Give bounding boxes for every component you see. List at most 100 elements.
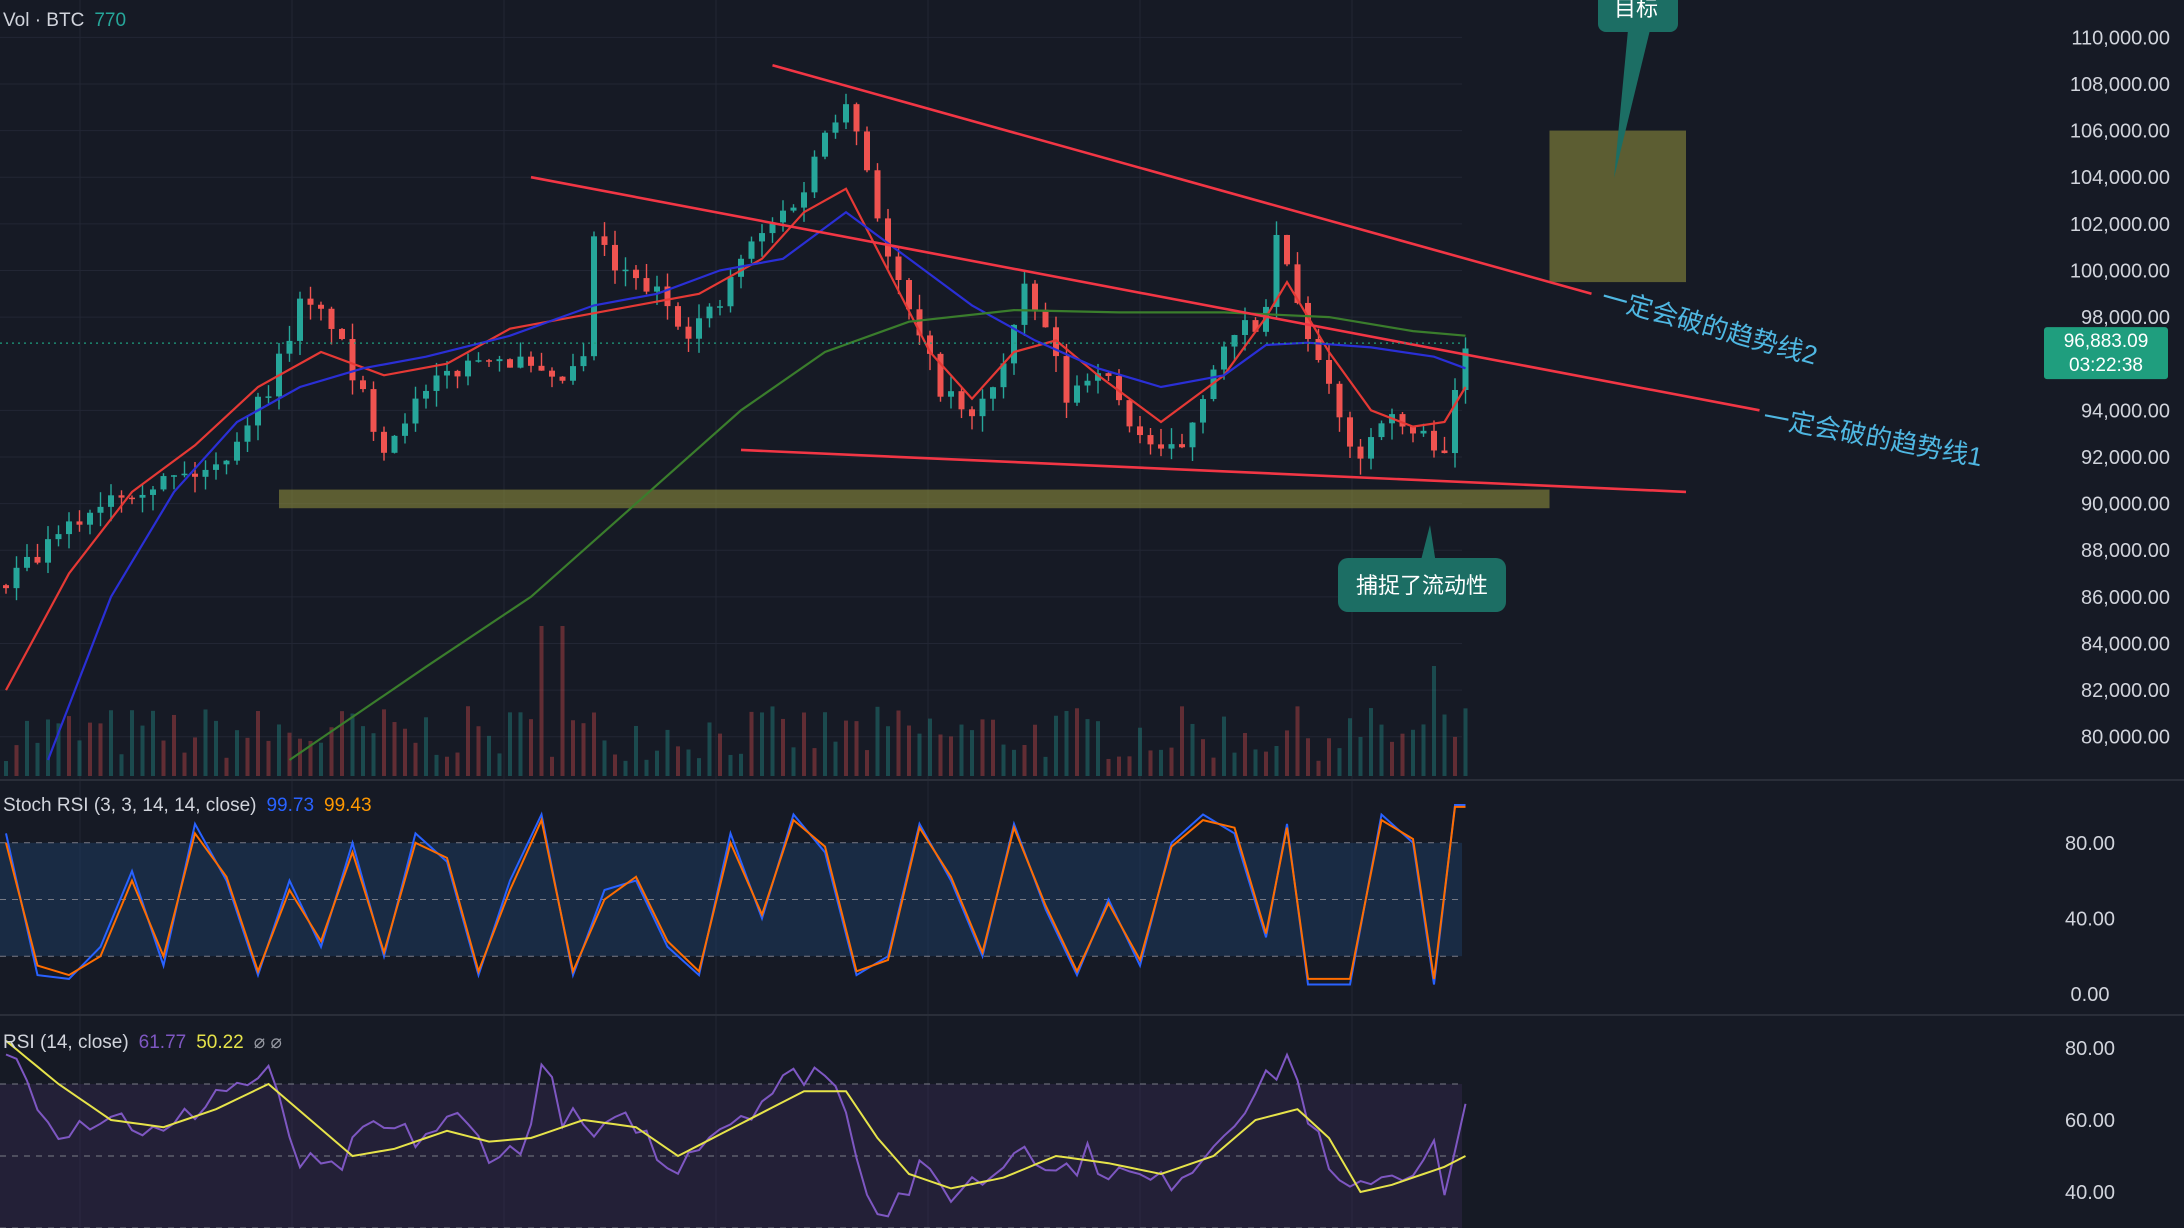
volume-bar — [329, 727, 334, 776]
volume-bar — [1243, 733, 1247, 776]
candle — [759, 224, 765, 257]
volume-bar — [959, 724, 964, 776]
volume-bar — [1075, 708, 1079, 776]
volume-bar — [1348, 718, 1352, 776]
candle-body — [265, 396, 272, 398]
volume-bar — [161, 740, 166, 776]
candle — [832, 114, 839, 139]
volume-bar — [980, 719, 985, 776]
candle — [360, 375, 366, 393]
candle — [1284, 234, 1290, 267]
candle — [790, 204, 797, 213]
volume-bar — [1085, 719, 1090, 776]
candle — [1074, 375, 1080, 406]
candle — [874, 163, 881, 222]
candle-body — [622, 269, 629, 272]
volume-bar — [1453, 736, 1457, 776]
candle-body — [45, 539, 51, 563]
candle-body — [853, 104, 860, 132]
candle-body — [759, 233, 765, 242]
candle-body — [1326, 359, 1332, 384]
candle-body — [1420, 430, 1427, 434]
liquidity-callout-pointer — [1420, 525, 1436, 564]
candle — [780, 200, 786, 232]
volume-bar — [1138, 727, 1142, 776]
candle-body — [507, 359, 513, 368]
candle-body — [370, 389, 377, 432]
candle-body — [916, 309, 923, 336]
price-axis-tick: 100,000.00 — [2070, 260, 2170, 282]
candle-body — [664, 286, 671, 307]
volume-bar — [277, 724, 281, 776]
volume-bar — [287, 732, 292, 776]
candle-body — [1179, 444, 1185, 448]
candle — [108, 484, 114, 522]
candle-body — [1452, 389, 1458, 454]
candle-body — [1105, 373, 1112, 376]
volume-bar — [518, 712, 523, 776]
volume-bar — [466, 706, 470, 776]
candle-body — [517, 356, 524, 368]
price-axis-tick: 92,000.00 — [2081, 447, 2170, 469]
candle-body — [1168, 444, 1175, 449]
candle — [1158, 428, 1164, 457]
candle — [696, 304, 702, 353]
candle — [349, 323, 356, 395]
candle — [171, 475, 177, 490]
volume-bar — [1001, 744, 1006, 776]
candle-body — [1315, 339, 1322, 360]
volume-bar — [350, 713, 355, 776]
candle — [202, 460, 209, 490]
candle — [87, 509, 93, 535]
volume-bar — [235, 730, 239, 776]
candle-body — [381, 431, 387, 453]
candle — [559, 376, 566, 384]
candle — [643, 263, 650, 295]
candle — [1000, 353, 1007, 399]
candle-body — [234, 441, 240, 461]
candle-body — [738, 258, 744, 277]
candle — [433, 362, 440, 407]
candle — [1063, 343, 1070, 419]
stoch-axis-tick: 40.00 — [2065, 908, 2115, 930]
candle — [853, 102, 860, 146]
candle-body — [1042, 309, 1049, 328]
rsi-line-yellow — [5, 1040, 1466, 1194]
candle — [118, 490, 125, 513]
volume-bar — [886, 726, 890, 776]
volume-bar — [445, 756, 449, 776]
candle — [1200, 395, 1206, 434]
candle-body — [1000, 363, 1007, 388]
volume-bar — [224, 757, 229, 776]
volume-bar — [1022, 745, 1027, 776]
candle — [1053, 316, 1059, 373]
volume-bar — [151, 710, 155, 776]
candle-body — [1137, 426, 1143, 436]
candle-body — [801, 192, 807, 208]
candle — [1389, 408, 1395, 440]
candle — [601, 222, 608, 257]
volume-bar — [1180, 706, 1184, 776]
candle-body — [244, 425, 251, 442]
candle-body — [811, 156, 818, 193]
volume-bar — [361, 726, 365, 776]
price-tag-countdown: 03:22:38 — [2069, 355, 2143, 376]
candle — [139, 483, 146, 513]
candle-body — [1336, 383, 1343, 418]
candle-body — [832, 122, 839, 133]
volume-bar — [1306, 738, 1310, 776]
candle — [496, 355, 503, 372]
candle-body — [1200, 399, 1206, 423]
price-axis-tick: 108,000.00 — [2070, 74, 2170, 96]
volume-bar — [1316, 760, 1321, 776]
candle-body — [349, 338, 356, 381]
candle-body — [528, 356, 534, 366]
candle — [612, 230, 618, 284]
candle — [864, 126, 870, 173]
price-axis-tick: 98,000.00 — [2081, 307, 2170, 329]
volume-bar — [938, 734, 943, 776]
volume-bar — [340, 711, 344, 776]
candle — [34, 543, 41, 565]
candle-body — [1399, 414, 1406, 427]
